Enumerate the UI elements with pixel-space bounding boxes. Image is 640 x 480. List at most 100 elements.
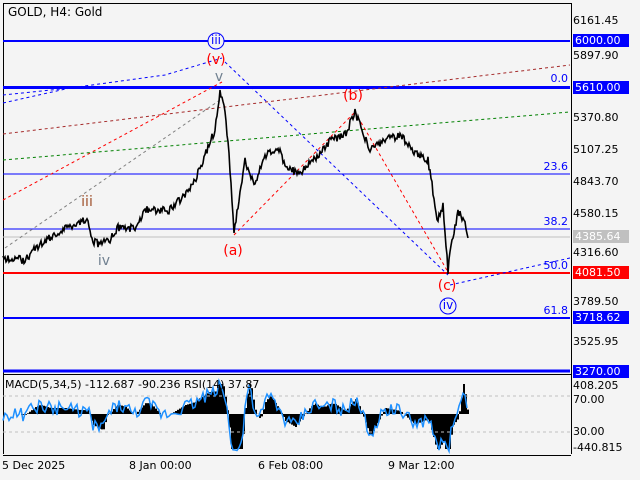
price-tick: 5107.25 <box>573 143 619 156</box>
wave-label-a: (a) <box>223 243 243 259</box>
macd-bar <box>459 411 461 414</box>
macd-bar <box>137 411 139 414</box>
macd-bar <box>197 400 199 414</box>
indicator-tick: 408.205 <box>573 379 619 392</box>
wave-label-v-paren: (v) <box>206 52 226 68</box>
indicator-separator <box>3 374 571 375</box>
macd-bar <box>285 414 287 421</box>
macd-bar <box>437 414 439 449</box>
macd-bar <box>443 414 445 441</box>
macd-bar <box>31 410 33 414</box>
macd-bar <box>191 403 193 414</box>
time-tick: 5 Dec 2025 <box>2 459 66 472</box>
macd-bar <box>85 410 87 414</box>
trend-line-blue <box>2 57 223 104</box>
macd-bar <box>203 395 205 414</box>
macd-bar <box>415 414 417 425</box>
macd-bar <box>149 403 151 414</box>
macd-bar <box>65 408 67 414</box>
macd-bar <box>213 391 215 414</box>
macd-bar <box>187 404 189 414</box>
macd-bar <box>249 384 251 414</box>
macd-bar <box>283 414 285 417</box>
macd-bar <box>95 414 97 427</box>
macd-bar <box>363 414 365 417</box>
macd-bar <box>143 405 145 414</box>
macd-bar <box>381 414 383 416</box>
macd-bar <box>253 399 255 414</box>
macd-bar <box>235 414 237 449</box>
macd-bar <box>457 414 459 420</box>
macd-bar <box>245 408 247 414</box>
macd-bar <box>373 414 375 431</box>
macd-bar <box>343 409 345 414</box>
macd-bar <box>111 411 113 414</box>
macd-bar <box>127 408 129 414</box>
macd-bar <box>189 403 191 414</box>
macd-bar <box>433 414 435 437</box>
macd-bar <box>313 404 315 414</box>
macd-bar <box>265 402 267 414</box>
price-tick: 3789.50 <box>573 295 619 308</box>
macd-bar <box>407 414 409 418</box>
macd-bar <box>393 409 395 414</box>
macd-bar <box>207 393 209 414</box>
macd-bar <box>261 414 263 417</box>
fib-label-0: 0.0 <box>550 72 569 85</box>
macd-bar <box>215 391 217 414</box>
chart-title: GOLD, H4: Gold <box>8 5 103 19</box>
macd-bar <box>97 414 99 428</box>
level-tag-5610: 5610.00 <box>573 81 629 94</box>
macd-bar <box>129 410 131 414</box>
macd-bar <box>319 405 321 414</box>
price-tick: 4580.15 <box>573 207 619 220</box>
macd-bar <box>375 414 377 428</box>
time-axis-line <box>3 455 571 456</box>
wave-line-blue <box>224 61 449 276</box>
indicator-label: MACD(5,34,5) -112.687 -90.236 RSI(14) 37… <box>5 378 260 391</box>
macd-bar <box>205 394 207 414</box>
level-tag-3270: 3270.00 <box>573 365 629 378</box>
macd-bar <box>317 404 319 414</box>
time-tick: 8 Jan 00:00 <box>129 459 192 472</box>
macd-bar <box>25 414 27 415</box>
macd-bar <box>377 414 379 424</box>
macd-bar <box>279 409 281 414</box>
macd-bar <box>383 411 385 414</box>
macd-bar <box>113 409 115 414</box>
macd-bar <box>327 405 329 414</box>
macd-bar <box>83 410 85 414</box>
price-tick: 4316.60 <box>573 246 619 259</box>
macd-bar <box>157 410 159 414</box>
wave-line-b-c <box>354 111 449 273</box>
macd-bar <box>91 414 93 421</box>
macd-bar <box>33 408 35 414</box>
wave-label-v: v <box>214 69 224 85</box>
macd-bar <box>445 414 447 449</box>
macd-bar <box>271 396 273 414</box>
macd-bar <box>73 409 75 414</box>
macd-bar <box>401 411 403 414</box>
macd-bar <box>155 408 157 414</box>
macd-bar <box>411 414 413 422</box>
macd-bar <box>41 405 43 414</box>
price-tick: 5370.80 <box>573 111 619 124</box>
time-tick: 9 Mar 12:00 <box>388 459 455 472</box>
macd-bar <box>297 414 299 425</box>
macd-bar <box>185 405 187 414</box>
macd-bar <box>195 402 197 414</box>
wave-label-iii: iii <box>81 194 93 210</box>
wave-label-iii-circled: iii <box>210 33 222 47</box>
macd-bar <box>179 408 181 414</box>
macd-bar <box>345 411 347 414</box>
macd-bar <box>429 414 431 423</box>
indicator-tick: 30.00 <box>573 425 605 438</box>
macd-bar <box>263 409 265 414</box>
macd-bar <box>201 396 203 414</box>
macd-bar <box>259 414 261 418</box>
price-tick: 6161.45 <box>573 14 619 27</box>
price-tick: 4843.70 <box>573 175 619 188</box>
macd-bar <box>61 408 63 414</box>
macd-bar <box>67 408 69 414</box>
